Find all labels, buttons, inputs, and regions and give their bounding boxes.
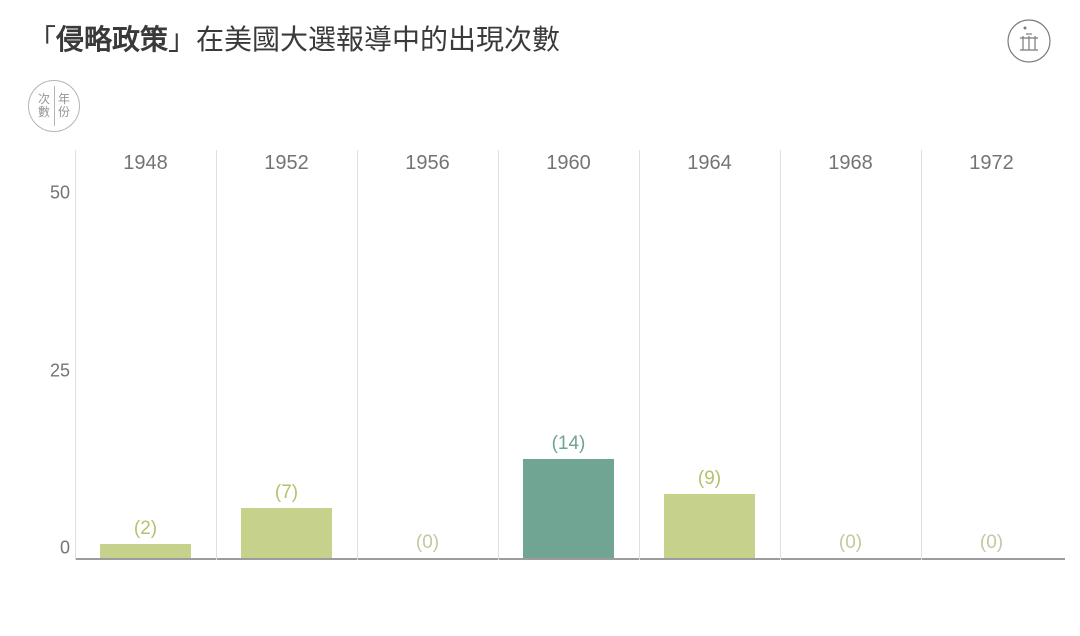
slot-divider <box>357 150 358 560</box>
bar <box>664 494 755 558</box>
legend-x-label: 年份 <box>56 93 72 119</box>
year-label: 1952 <box>216 152 357 175</box>
bar-slot: 1948(2) <box>75 170 216 560</box>
title-pre: 「 <box>28 24 56 55</box>
chart-title: 「侵略政策」在美國大選報導中的出現次數 <box>28 18 560 58</box>
bar-slot: 1972(0) <box>921 170 1062 560</box>
y-tick: 25 <box>50 360 70 381</box>
value-label: (9) <box>639 468 780 490</box>
legend-circle: 次數 年份 <box>28 80 80 132</box>
year-label: 1960 <box>498 152 639 175</box>
slot-divider <box>780 150 781 560</box>
value-label: (7) <box>216 482 357 504</box>
slot-divider <box>921 150 922 560</box>
bar-slot: 1960(14) <box>498 170 639 560</box>
bar-slot: 1968(0) <box>780 170 921 560</box>
slot-divider <box>75 150 76 560</box>
title-post: 」在美國大選報導中的出現次數 <box>168 24 560 55</box>
y-tick: 0 <box>60 538 70 559</box>
bar-slot: 1964(9) <box>639 170 780 560</box>
bar <box>523 459 614 558</box>
year-label: 1968 <box>780 152 921 175</box>
year-label: 1972 <box>921 152 1062 175</box>
year-label: 1948 <box>75 152 216 175</box>
bar-slot: 1956(0) <box>357 170 498 560</box>
slot-divider <box>498 150 499 560</box>
year-label: 1964 <box>639 152 780 175</box>
title-bold: 侵略政策 <box>56 24 168 55</box>
value-label: (2) <box>75 518 216 540</box>
value-label: (0) <box>357 532 498 554</box>
y-axis: 0 25 50 <box>30 170 70 560</box>
logo-icon <box>1006 18 1052 64</box>
slot-divider <box>639 150 640 560</box>
chart-area: 02550 1948(2)1952(7)1956(0)1960(14)1964(… <box>75 170 1065 560</box>
bar <box>100 544 191 558</box>
value-label: (14) <box>498 433 639 455</box>
value-label: (0) <box>780 532 921 554</box>
legend-y-label: 次數 <box>36 93 52 119</box>
legend-divider <box>54 86 55 126</box>
y-tick: 50 <box>50 183 70 204</box>
year-label: 1956 <box>357 152 498 175</box>
bar <box>241 508 332 558</box>
bar-slot: 1952(7) <box>216 170 357 560</box>
value-label: (0) <box>921 532 1062 554</box>
